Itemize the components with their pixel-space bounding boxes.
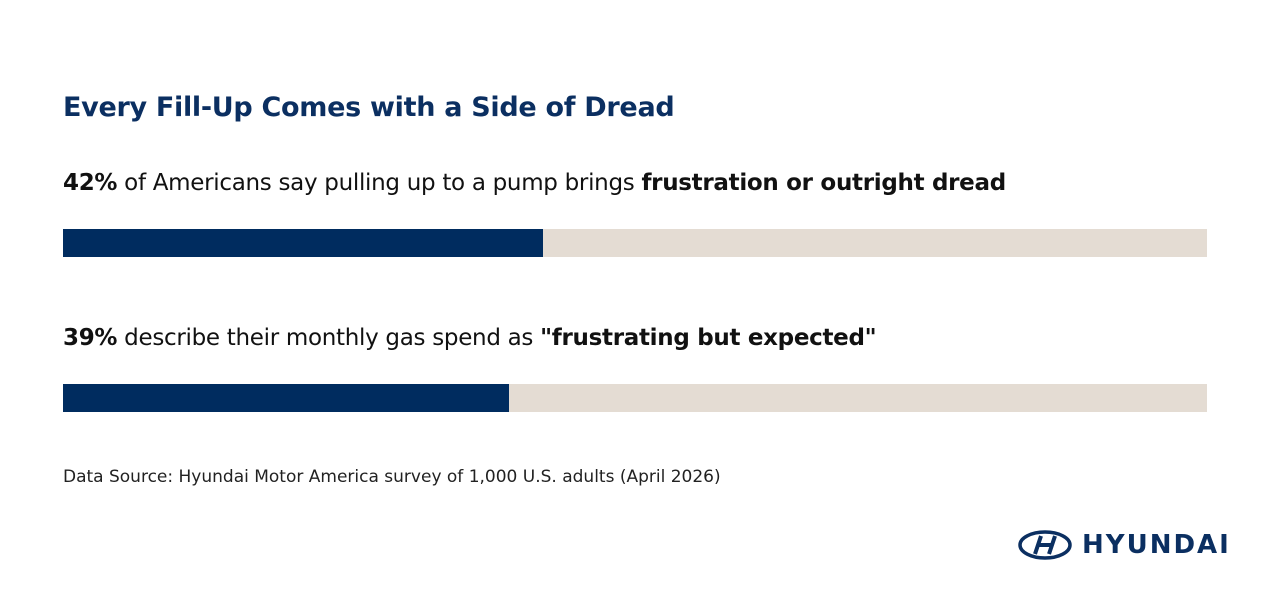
logo-mark [1018,530,1072,560]
statement: 39% describe their monthly gas spend as … [63,325,1207,351]
bar [63,229,544,257]
chart-title: Every Fill-Up Comes with a Side of Dread [63,92,675,123]
brand-name: HYUNDAI [1082,530,1231,560]
value-label: 42% [63,170,118,196]
brand-logo: HYUNDAI [1018,530,1231,560]
statement-text: describe their monthly gas spend as [124,325,534,351]
bar-row: 39% describe their monthly gas spend as … [63,325,1207,412]
statement-text: of Americans say pulling up to a pump br… [124,170,635,196]
bar-track [63,229,1207,257]
statement-emphasis: "frustrating but expected" [540,325,877,351]
statement: 42% of Americans say pulling up to a pum… [63,170,1207,196]
value-label: 39% [63,325,118,351]
bar [63,384,510,412]
source-note: Data Source: Hyundai Motor America surve… [63,467,721,487]
bar-track [63,384,1207,412]
statement-emphasis: frustration or outright dread [641,170,1006,196]
bar-row: 42% of Americans say pulling up to a pum… [63,170,1207,257]
